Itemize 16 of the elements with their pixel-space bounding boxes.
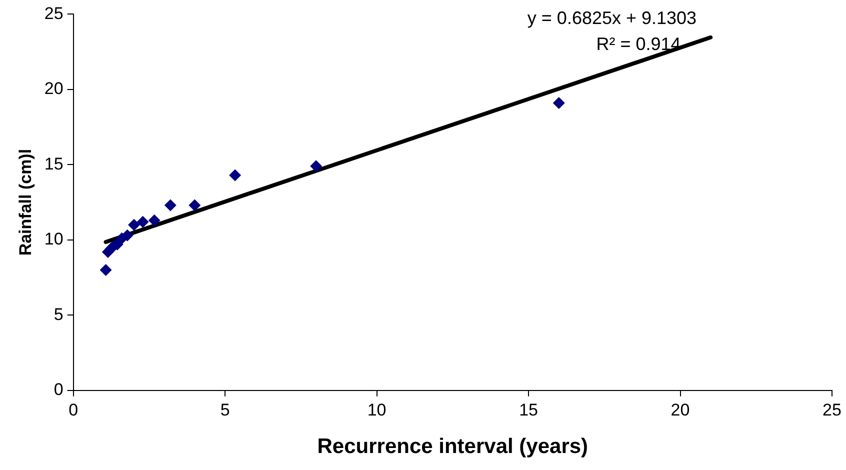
x-tick-label: 0 <box>68 400 78 420</box>
x-tick-label: 25 <box>822 400 842 420</box>
x-tick-label: 15 <box>519 400 538 420</box>
y-tick-label: 0 <box>54 380 64 400</box>
y-tick-label: 15 <box>44 154 64 174</box>
annotation: R² = 0.914 <box>596 34 681 54</box>
y-tick-label: 20 <box>44 79 64 98</box>
y-tick-label: 25 <box>44 4 64 23</box>
x-tick-label: 5 <box>220 400 230 420</box>
x-tick-label: 10 <box>367 400 386 420</box>
x-axis-title: Recurrence interval (years) <box>317 435 588 458</box>
y-axis-title: Rainfall (cm)l <box>16 148 35 256</box>
x-tick-label: 20 <box>670 400 690 420</box>
annotation: y = 0.6825x + 9.1303 <box>527 8 697 28</box>
y-tick-label: 10 <box>44 230 64 249</box>
y-tick-label: 5 <box>54 304 64 324</box>
